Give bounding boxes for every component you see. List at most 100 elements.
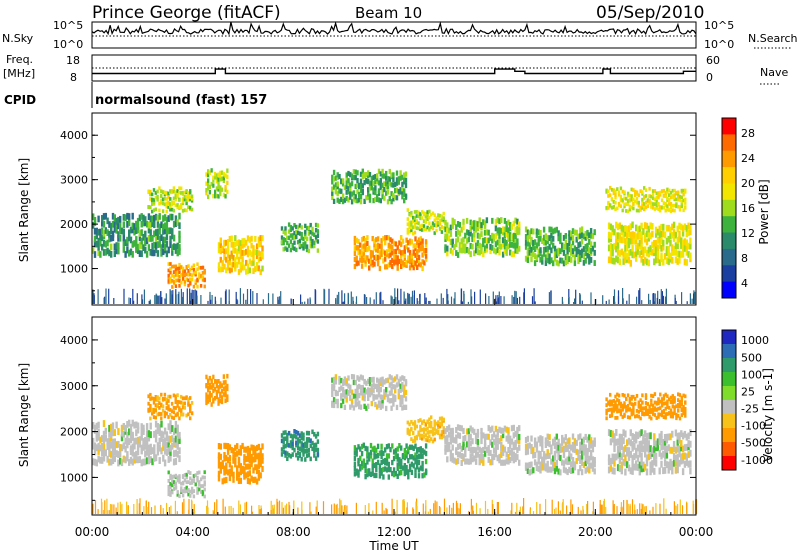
echo-cell bbox=[291, 441, 294, 447]
echo-cell bbox=[535, 232, 539, 238]
echo-cell bbox=[676, 250, 679, 258]
echo-cell bbox=[407, 240, 410, 246]
echo-cell bbox=[473, 220, 476, 227]
echo-cell bbox=[451, 444, 454, 451]
echo-cell bbox=[539, 440, 542, 447]
echo-cell bbox=[406, 420, 409, 425]
echo-cell bbox=[403, 447, 406, 454]
echo-cell bbox=[580, 248, 584, 255]
ground-scatter-cell bbox=[659, 503, 661, 514]
echo-cell bbox=[675, 197, 678, 202]
echo-cell bbox=[689, 242, 692, 250]
echo-cell bbox=[97, 228, 100, 236]
echo-cell bbox=[389, 447, 392, 453]
echo-cell bbox=[349, 186, 352, 192]
echo-cell bbox=[302, 242, 305, 247]
echo-cell bbox=[354, 388, 357, 395]
echo-cell bbox=[421, 228, 424, 232]
echo-cell bbox=[300, 235, 303, 241]
echo-cell bbox=[169, 493, 172, 497]
echo-cell bbox=[631, 231, 634, 238]
echo-cell bbox=[284, 430, 287, 435]
echo-cell bbox=[370, 400, 373, 407]
echo-cell bbox=[360, 253, 364, 259]
echo-cell bbox=[564, 259, 567, 266]
echo-cell bbox=[424, 433, 427, 438]
echo-cell bbox=[367, 191, 370, 197]
echo-cell bbox=[573, 438, 577, 445]
echo-cell bbox=[304, 244, 307, 249]
echo-cell bbox=[532, 251, 535, 258]
echo-cell bbox=[684, 394, 687, 399]
echo-cell bbox=[469, 458, 472, 465]
echo-cell bbox=[684, 205, 687, 209]
echo-cell bbox=[410, 239, 414, 245]
echo-cell bbox=[627, 249, 631, 257]
echo-cell bbox=[474, 220, 478, 227]
echo-cell bbox=[400, 470, 403, 476]
echo-cell bbox=[524, 255, 528, 262]
freq-left-tick-bottom: 8 bbox=[70, 71, 77, 84]
echo-cell bbox=[619, 194, 623, 199]
echo-cell bbox=[451, 436, 454, 443]
colorbar-swatch bbox=[722, 150, 736, 168]
echo-cell bbox=[678, 450, 681, 458]
echo-cell bbox=[382, 474, 385, 480]
echo-cell bbox=[548, 434, 551, 441]
echo-cell bbox=[408, 250, 412, 256]
echo-cell bbox=[259, 472, 262, 479]
echo-cell bbox=[408, 422, 411, 427]
echo-cell bbox=[174, 420, 178, 428]
echo-cell bbox=[541, 258, 544, 265]
echo-cell bbox=[651, 230, 654, 238]
echo-cell bbox=[185, 277, 188, 282]
echo-cell bbox=[95, 431, 98, 439]
echo-cell bbox=[156, 194, 159, 199]
echo-cell bbox=[364, 242, 367, 248]
echo-cell bbox=[623, 393, 626, 398]
echo-cell bbox=[388, 382, 391, 388]
echo-cell bbox=[671, 394, 674, 398]
echo-cell bbox=[672, 453, 676, 460]
echo-cell bbox=[226, 244, 230, 251]
echo-cell bbox=[170, 200, 174, 205]
echo-cell bbox=[140, 423, 143, 431]
echo-cell bbox=[518, 221, 521, 228]
ground-scatter-cell bbox=[92, 503, 94, 514]
echo-cell bbox=[167, 404, 170, 409]
echo-cell bbox=[386, 394, 390, 400]
echo-cell bbox=[349, 384, 352, 390]
ground-scatter-cell bbox=[196, 295, 198, 304]
echo-cell bbox=[394, 388, 397, 394]
echo-cell bbox=[250, 260, 253, 267]
echo-cell bbox=[145, 251, 149, 258]
echo-cell bbox=[660, 224, 663, 231]
echo-cell bbox=[394, 453, 398, 460]
echo-cell bbox=[634, 401, 637, 406]
echo-cell bbox=[352, 196, 356, 202]
ground-scatter-cell bbox=[113, 504, 115, 514]
echo-cell bbox=[165, 223, 169, 230]
echo-cell bbox=[172, 243, 176, 250]
echo-cell bbox=[243, 454, 246, 461]
echo-cell bbox=[388, 196, 391, 202]
echo-cell bbox=[380, 443, 383, 449]
echo-cell bbox=[223, 477, 226, 484]
echo-cell bbox=[476, 451, 480, 458]
echo-cell bbox=[237, 269, 241, 275]
echo-cell bbox=[507, 236, 510, 242]
echo-cell bbox=[347, 170, 350, 177]
echo-cell bbox=[336, 191, 339, 197]
echo-cell bbox=[189, 416, 192, 421]
ground-scatter-cell bbox=[92, 289, 94, 304]
echo-cell bbox=[380, 251, 383, 258]
echo-cell bbox=[149, 192, 152, 197]
echo-cell bbox=[669, 252, 672, 260]
echo-cell bbox=[199, 484, 203, 488]
echo-cell bbox=[171, 483, 174, 488]
echo-cell bbox=[633, 237, 636, 245]
echo-cell bbox=[237, 461, 241, 468]
echo-cell bbox=[192, 271, 196, 276]
echo-cell bbox=[192, 479, 196, 483]
echo-cell bbox=[610, 197, 614, 202]
